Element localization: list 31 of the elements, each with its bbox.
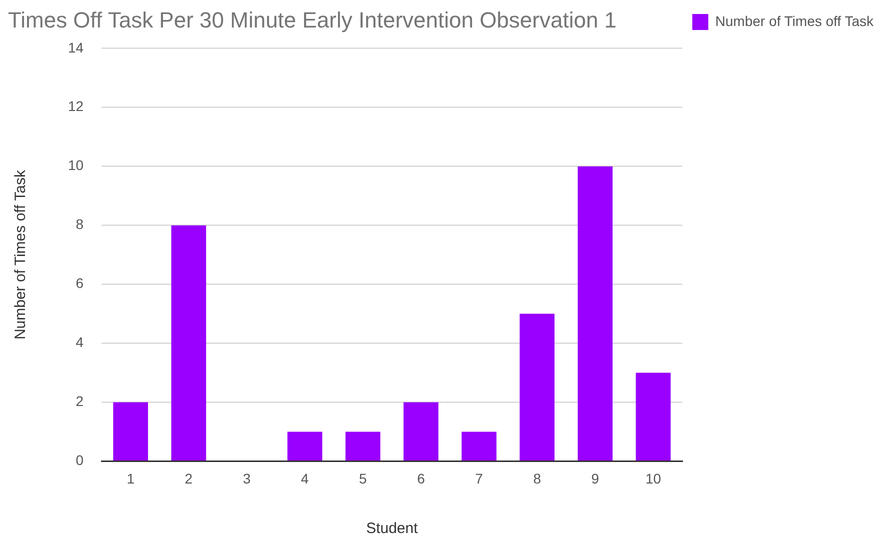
y-tick-label: 6 [76,275,84,292]
y-tick-label: 10 [68,157,84,174]
bar [345,432,380,460]
y-tick-label: 14 [68,39,84,56]
x-tick-label: 3 [242,470,251,486]
legend-label: Number of Times off Task [715,12,874,29]
chart-title: Times Off Task Per 30 Minute Early Intervention Observation 1 [8,7,617,32]
y-tick-label: 0 [76,452,84,468]
bar [113,402,148,460]
x-tick-label: 1 [126,470,135,486]
y-tick-label: 8 [76,216,84,232]
bar [171,225,206,460]
y-tick-label: 12 [68,98,84,114]
bar [578,166,613,460]
x-tick-label: 2 [184,470,193,486]
x-tick-label: 9 [591,470,600,486]
x-tick-label: 10 [645,470,662,486]
bar [287,432,322,460]
y-axis-title: Number of Times off Task [12,170,30,340]
y-tick-label: 4 [76,334,84,350]
bar [404,402,438,460]
x-tick-label: 7 [475,470,484,486]
x-tick-label: 8 [533,470,542,486]
y-tick-label: 2 [76,393,84,410]
bar [462,432,496,460]
bar [520,314,555,460]
x-tick-label: 6 [417,470,426,486]
x-tick-label: 4 [300,470,309,486]
x-axis-title: Student [366,520,419,538]
bar [636,372,671,460]
x-tick-label: 5 [358,470,367,486]
